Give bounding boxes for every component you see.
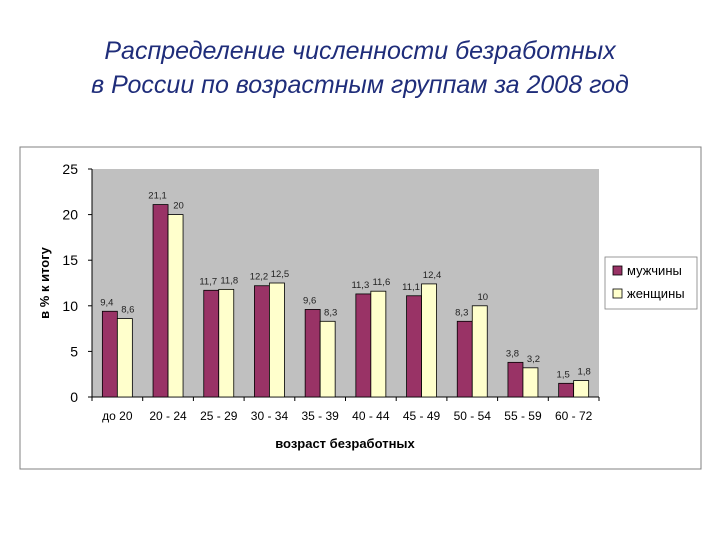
data-label-women: 10 [477,292,488,303]
legend-swatch-men [612,265,623,276]
slide-title-line-1: Распределение численности безработных [104,37,616,65]
data-label-women: 1,8 [578,367,591,378]
x-tick-label: 20 - 24 [149,409,187,423]
data-label-women: 11,6 [372,277,390,288]
slide-title: Распределение численности безработных в … [0,34,720,102]
bar-women [522,367,539,398]
data-labels: 9,4 21,1 11,7 12,2 9,6 11,3 11,1 8,3 3,8 1,5 8,6 20… [100,191,591,381]
data-label-men: 9,6 [303,295,316,306]
data-label-women: 8,6 [121,305,134,316]
data-label-men: 21,1 [148,191,167,202]
data-label-men: 8,3 [455,307,468,318]
x-tick-label: 30 - 34 [251,409,289,423]
bar-women [471,305,488,398]
bar-men [456,320,473,398]
legend-label-women: женщины [627,286,685,301]
bar-women [319,320,336,398]
data-label-men: 1,5 [557,369,570,380]
y-axis-title: в % к итогу [37,246,52,318]
x-tick-label: 50 - 54 [454,409,492,423]
bar-men [101,310,118,398]
bar-men [558,382,575,398]
data-label-men: 11,1 [402,282,420,293]
bar-men [355,293,372,398]
x-tick-label: 35 - 39 [301,409,339,423]
x-tick-label: 25 - 29 [200,409,238,423]
x-tick-label: 40 - 44 [352,409,390,423]
y-tick-label: 20 [62,207,78,223]
x-tick-label: до 20 [102,409,133,423]
y-tick-label: 25 [62,161,78,177]
data-label-men: 9,4 [100,297,113,308]
bar-men [304,309,321,398]
data-label-women: 11,8 [220,275,238,286]
bar-men [406,295,422,398]
slide-title-line-2: в России по возрастным группам за 2008 г… [91,71,629,99]
x-tick-label: 60 - 72 [555,409,593,423]
y-tick-label: 0 [70,389,78,405]
bar-men [152,204,169,398]
x-tick-label: 45 - 49 [403,409,441,423]
data-label-men: 11,3 [351,280,369,291]
bars [101,204,590,398]
data-label-women: 3,2 [527,354,540,365]
data-label-women: 12,5 [271,269,290,280]
bar-women [269,282,285,398]
bar-women [116,318,133,398]
data-label-women: 8,3 [324,307,337,318]
legend-swatch-women [612,288,623,299]
bar-women [573,380,590,398]
bar-women [218,288,235,398]
bar-women [167,214,184,398]
x-axis: до 20 20 - 24 25 - 29 30 - 34 35 - 39 40 - 44… [91,396,600,423]
x-tick-label: 55 - 59 [504,409,542,423]
bar-women [370,290,387,398]
bar-men [254,285,270,398]
x-axis-title: возраст безработных [275,436,415,451]
data-label-men: 12,2 [250,272,269,283]
data-label-men: 11,7 [199,276,217,287]
y-axis: 0 5 10 15 20 25 [62,161,93,405]
y-tick-label: 5 [70,343,78,359]
y-tick-label: 15 [62,252,78,268]
bar-men [203,289,220,398]
bar-women [421,283,437,398]
y-tick-label: 10 [62,298,78,314]
data-label-women: 12,4 [423,270,442,281]
bar-men [507,361,524,398]
legend-label-men: мужчины [627,263,682,278]
legend: мужчины женщины [604,256,698,310]
data-label-women: 20 [173,201,184,212]
data-label-men: 3,8 [506,348,519,359]
